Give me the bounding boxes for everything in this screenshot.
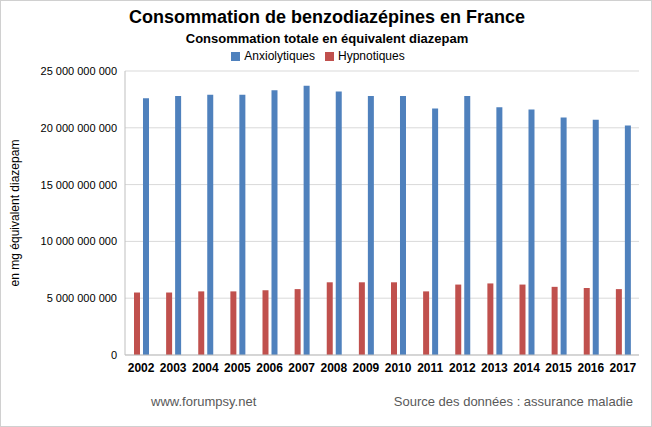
svg-text:2006: 2006 [256,361,283,375]
svg-text:2011: 2011 [417,361,443,375]
svg-text:2013: 2013 [481,361,508,375]
svg-text:0: 0 [111,349,117,361]
svg-text:2004: 2004 [192,361,219,375]
html-text:Hypnotiques: Hypnotiques [338,49,405,63]
svg-text:2007: 2007 [288,361,315,375]
html-text:Consommation totale en équival: Consommation totale en équivalent diazep… [185,31,469,46]
html-text:www.forumpsy.net: www.forumpsy.net [151,394,257,409]
svg-text:2003: 2003 [160,361,187,375]
svg-text:2016: 2016 [577,361,604,375]
svg-text:2009: 2009 [353,361,380,375]
svg-text:20 000 000 000: 20 000 000 000 [41,122,117,134]
svg-text:2008: 2008 [320,361,347,375]
svg-text:25 000 000 000: 25 000 000 000 [41,65,117,77]
svg-text:2017: 2017 [610,361,637,375]
svg-text:2015: 2015 [545,361,572,375]
html-text:Consommation de benzodiazépine: Consommation de benzodiazépines en Franc… [129,7,525,27]
svg-text:2002: 2002 [128,361,155,375]
html-text:Anxiolytiques: Anxiolytiques [244,49,315,63]
svg-text:2010: 2010 [385,361,412,375]
svg-text:10 000 000 000: 10 000 000 000 [41,235,117,247]
svg-text:en mg équivalent diazepam: en mg équivalent diazepam [8,140,22,287]
svg-text:2005: 2005 [224,361,251,375]
html-text:Source des données : assurance: Source des données : assurance maladie [393,394,633,409]
svg-text:15 000 000 000: 15 000 000 000 [41,179,117,191]
svg-text:2012: 2012 [449,361,476,375]
svg-text:5 000 000 000: 5 000 000 000 [47,292,117,304]
svg-text:2014: 2014 [513,361,540,375]
